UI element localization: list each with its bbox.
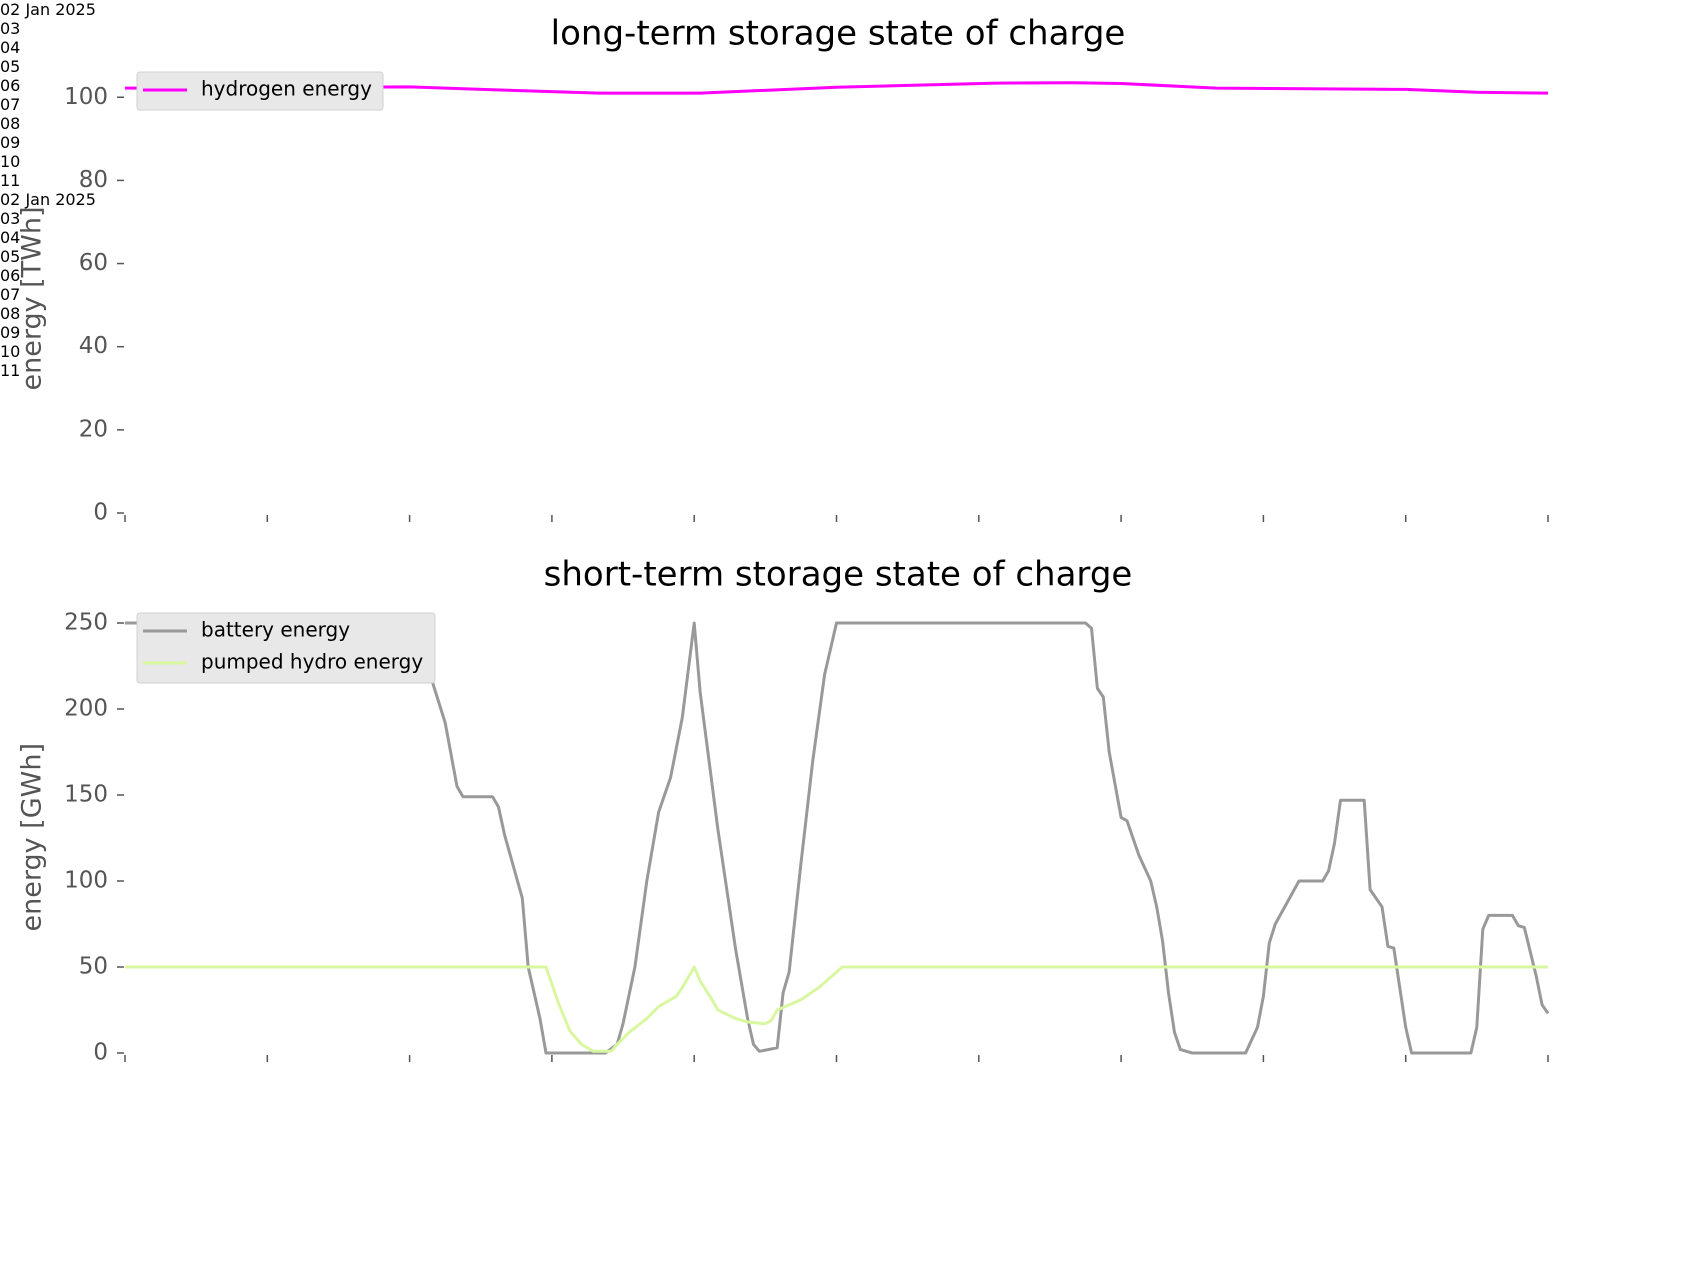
x-tick-label: 11 <box>0 361 21 380</box>
x-tick-label: 08 <box>0 304 21 323</box>
y-tick-label: 100 <box>64 84 108 110</box>
y-tick-label: 20 <box>79 416 108 442</box>
y-tick-label: 80 <box>79 167 108 193</box>
x-tick-label: 03 <box>0 209 21 228</box>
legend-label: hydrogen energy <box>201 77 372 101</box>
y-tick-label: 0 <box>93 500 108 526</box>
x-tick-label: 05 <box>0 57 21 76</box>
x-tick-label: 08 <box>0 114 21 133</box>
legend-label: battery energy <box>201 618 350 642</box>
data-line <box>125 965 1548 1053</box>
x-tick-label: 07 <box>0 285 21 304</box>
y-tick-label: 200 <box>64 696 108 722</box>
y-tick-label: 250 <box>64 610 108 636</box>
y-tick-label: 60 <box>79 250 108 276</box>
y-axis-label: energy [GWh] <box>17 743 48 931</box>
x-tick-label: 09 <box>0 323 21 342</box>
y-tick-label: 50 <box>79 954 108 980</box>
x-tick-label: 04 <box>0 228 21 247</box>
x-tick-label: 04 <box>0 38 21 57</box>
x-tick-label: 02 Jan 2025 <box>0 0 96 19</box>
x-tick-label: 11 <box>0 171 21 190</box>
chart-title: long-term storage state of charge <box>551 14 1126 54</box>
y-tick-label: 40 <box>79 333 108 359</box>
y-tick-label: 150 <box>64 782 108 808</box>
data-line <box>124 81 1549 95</box>
x-tick-label: 05 <box>0 247 21 266</box>
legend-box <box>136 612 436 684</box>
x-tick-label: 06 <box>0 76 21 95</box>
x-tick-label: 06 <box>0 266 21 285</box>
data-line <box>125 621 1550 1055</box>
x-tick-label: 03 <box>0 19 21 38</box>
x-tick-label: 02 Jan 2025 <box>0 190 96 209</box>
y-tick-label: 100 <box>64 868 108 894</box>
x-tick-label: 07 <box>0 95 21 114</box>
y-tick-label: 0 <box>93 1040 108 1066</box>
x-tick-label: 09 <box>0 133 21 152</box>
chart-title: short-term storage state of charge <box>544 555 1133 595</box>
x-tick-label: 10 <box>0 152 21 171</box>
legend-box <box>136 71 384 111</box>
legend-label: pumped hydro energy <box>201 650 423 674</box>
y-axis-label: energy [TWh] <box>17 206 48 390</box>
x-tick-label: 10 <box>0 342 21 361</box>
